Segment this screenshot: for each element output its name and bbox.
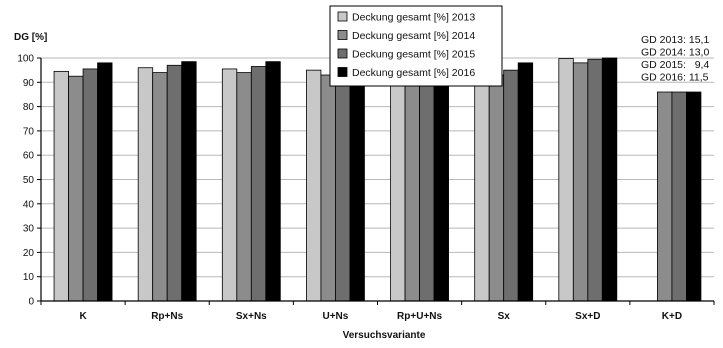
bar — [686, 91, 702, 302]
y-tick-label: 60 — [23, 151, 35, 162]
gd-annotation: GD 2015: 9,4 — [641, 59, 709, 71]
bar — [474, 64, 490, 302]
bar — [265, 61, 281, 302]
x-tick-labels: K Rp+Ns Sx+Ns U+Ns Rp+U+Ns Sx Sx+D K+D — [79, 311, 682, 322]
x-tick-label: K — [79, 311, 87, 322]
bars — [53, 57, 702, 302]
bar — [68, 75, 84, 302]
bar — [390, 67, 406, 302]
bar — [503, 69, 519, 302]
bar — [657, 91, 673, 302]
bar — [53, 70, 69, 302]
bar — [419, 67, 435, 302]
y-tick-label: 90 — [23, 78, 35, 89]
legend-label: Deckung gesamt [%] 2015 — [352, 49, 475, 61]
legend-label: Deckung gesamt [%] 2014 — [352, 30, 475, 42]
bar — [250, 66, 267, 302]
bar — [404, 72, 420, 302]
legend: Deckung gesamt [%] 2013 Deckung gesamt [%… — [329, 5, 503, 87]
legend-label: Deckung gesamt [%] 2016 — [352, 67, 475, 79]
x-tick-label: K+D — [662, 311, 682, 322]
y-tick-labels: 0 10 20 30 40 50 60 70 80 90 100 — [17, 54, 34, 308]
x-tick-label: Sx+D — [575, 311, 600, 322]
axes — [40, 58, 715, 305]
bar — [320, 74, 336, 302]
legend-label: Deckung gesamt [%] 2013 — [352, 12, 475, 24]
x-tick-label: Rp+U+Ns — [397, 311, 442, 322]
y-axis-label: DG [%] — [14, 32, 47, 43]
bar — [97, 62, 113, 302]
x-tick-label: Sx+Ns — [236, 311, 267, 322]
y-tick-label: 100 — [17, 54, 34, 65]
bar — [181, 61, 197, 302]
legend-swatch — [337, 30, 348, 40]
y-tick-label: 80 — [23, 102, 35, 113]
legend-swatch — [337, 67, 348, 77]
bar — [349, 63, 365, 302]
bar — [433, 64, 449, 302]
gd-annotations: GD 2013: 15,1GD 2014: 13,0GD 2015: 9,4GD… — [641, 34, 709, 84]
bar — [558, 58, 574, 302]
bar — [152, 72, 168, 302]
y-tick-label: 50 — [23, 175, 35, 186]
legend-swatch — [337, 11, 348, 22]
x-axis-label: Versuchsvariante — [343, 330, 426, 341]
bar — [82, 68, 98, 302]
bar — [137, 67, 154, 302]
gd-annotation: GD 2013: 15,1 — [641, 34, 709, 46]
bar — [166, 64, 183, 302]
x-tick-label: Rp+Ns — [151, 311, 183, 322]
bar — [517, 62, 534, 302]
y-tick-label: 30 — [23, 224, 35, 235]
bar — [671, 91, 687, 302]
y-tick-label: 70 — [23, 126, 35, 137]
legend-swatch — [337, 48, 348, 59]
y-tick-label: 40 — [23, 199, 35, 210]
legend-box — [329, 5, 503, 87]
bar — [306, 69, 322, 302]
bar — [572, 62, 589, 302]
bar — [236, 72, 252, 302]
bar — [587, 58, 603, 302]
y-tick-label: 10 — [23, 272, 35, 283]
x-tick-label: Sx — [498, 311, 511, 322]
bar — [601, 57, 618, 302]
y-tick-label: 20 — [23, 248, 35, 259]
bar — [335, 67, 351, 302]
gd-annotation: GD 2014: 13,0 — [641, 47, 709, 59]
y-tick-label: 0 — [28, 297, 34, 308]
bar — [488, 74, 505, 302]
bar — [221, 68, 238, 302]
gd-annotation: GD 2016: 11,5 — [641, 72, 709, 84]
x-tick-label: U+Ns — [323, 311, 349, 322]
